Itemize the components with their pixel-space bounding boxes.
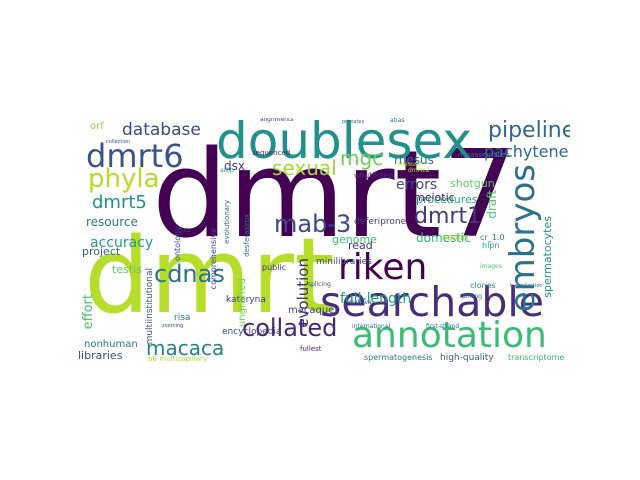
word-meiotic: meiotic [414, 191, 455, 204]
word-rhesus: rhesus [394, 153, 434, 167]
word-splicing: splicing [308, 281, 331, 288]
word-draft: draft [485, 190, 499, 219]
word-alignments: alignments [260, 118, 294, 123]
word-full-length: full-length [340, 291, 412, 307]
word-nonhuman: nonhuman [84, 339, 138, 350]
word-accuracy: accuracy [90, 235, 154, 251]
word-domestic: domestic [416, 231, 471, 245]
word-dmrt6: dmrt6 [86, 137, 184, 175]
word-effort: effort [81, 294, 96, 330]
word-desferasirox: desferasirox [243, 214, 251, 257]
word-dmrt7: dmrt7 [152, 126, 518, 265]
word-dmrt5: dmrt5 [92, 192, 147, 213]
word-read: read [348, 239, 373, 252]
word-embryos: embryos [503, 164, 543, 313]
word-first-strand: first-strand [426, 323, 460, 330]
word-hlpn: hlpn [482, 241, 500, 250]
word-hybridization: hybridization [510, 283, 543, 289]
word-risa: risa [174, 313, 191, 323]
word-evolution: evolution [294, 258, 312, 328]
word-spermatogenesis: spermatogenesis [364, 353, 433, 362]
word-pachytene: pachytene [484, 142, 569, 161]
word-lutz: lutz [180, 227, 191, 234]
word-dmrt: dmrt [84, 215, 335, 337]
word-deferiprone: deferiprone [354, 217, 407, 227]
word-resource: resource [86, 215, 138, 229]
word-searchable: searchable [320, 278, 544, 326]
word-collated: collated [242, 314, 338, 342]
word-clones: clones [470, 281, 496, 290]
word-macaca: macaca [146, 336, 225, 360]
word-kateryna: kateryna [226, 295, 266, 305]
word-cloud: dmrt7 dmrt doublesex searchable annotati… [70, 118, 570, 364]
word-polling: polling [462, 293, 483, 300]
word-phyla: phyla [88, 164, 160, 194]
word-primates: primates [342, 119, 365, 125]
word-high-quality: high-quality [440, 353, 494, 363]
word-annotation: annotation [352, 315, 547, 356]
word-libraries: libraries [78, 349, 123, 362]
word-minilibraries: minilibraries [316, 257, 372, 267]
word-dmrtc2: dmrtc2 [408, 167, 430, 174]
word-fullest: fullest [300, 345, 322, 353]
word-evolutionary: evolutionary [223, 200, 231, 244]
word-project: project [82, 245, 121, 258]
word-testis: testis [112, 263, 142, 276]
word-spermatocytes: spermatocytes [541, 216, 554, 298]
word-misassemblies: misassemblies [458, 151, 510, 159]
word-sequenced: sequenced [252, 149, 291, 157]
word-macaque: macaque [288, 305, 335, 316]
word-dmrt1: dmrt1 [414, 204, 482, 229]
word-zooming: zooming [162, 323, 184, 329]
word-atlas: atlas [390, 118, 405, 124]
word-b6-multicapillary: b6-multicapillary [148, 355, 208, 363]
word-sexual: sexual [272, 156, 337, 180]
word-rhesus2: rhesus2 [398, 161, 422, 168]
word-encyclopedia: encyclopedia [222, 327, 282, 337]
word-comprehensive: comprehensive [209, 228, 218, 290]
word-dsx: dsx [224, 159, 245, 173]
word-doublesex: doublesex [216, 118, 472, 170]
word-transcriptome: transcriptome [508, 353, 565, 362]
word-pipeline: pipeline [488, 118, 570, 143]
word-errors: errors [396, 177, 438, 193]
word-mgc: mgc [340, 146, 384, 170]
word-cdnas: cdnas [154, 260, 225, 288]
word-international: international [352, 323, 391, 330]
word-orf: orf [90, 121, 104, 132]
word-riken: riken [338, 247, 428, 288]
word-cr_1.0: cr_1.0 [480, 233, 505, 242]
word-images: images [480, 263, 502, 270]
word-collection: collection [106, 139, 130, 145]
word-soojin: soojin [442, 233, 469, 243]
word-shotgun: shotgun [450, 177, 495, 190]
word-database: database [122, 120, 201, 140]
word-ungrafted: ungrafted [237, 278, 248, 328]
word-makova: makova [348, 299, 372, 306]
word-multiinstitutional: multiinstitutional [145, 268, 155, 345]
word-mab-3: mab-3 [274, 210, 352, 238]
word-arbp: arbp [220, 167, 234, 174]
word-genome: genome [332, 233, 377, 246]
word-procedures: procedures [416, 193, 478, 206]
word-unutilized: unutilized [354, 171, 394, 180]
word-public: public [262, 263, 287, 272]
